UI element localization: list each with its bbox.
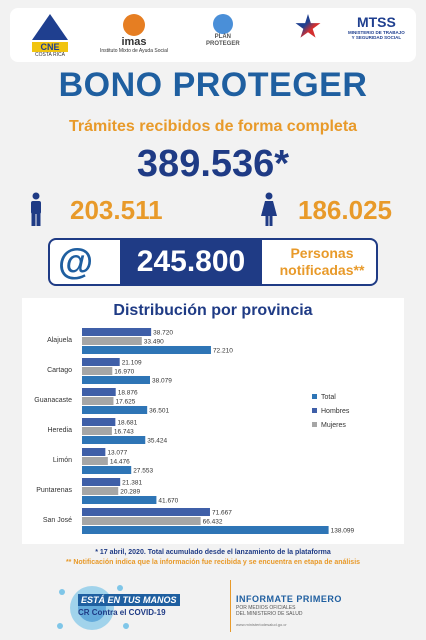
banner-divider <box>230 580 231 632</box>
logo-bar: CNE COSTA RICA imas Instituto Mixto de A… <box>10 8 416 62</box>
plan-logo-line2: PROTEGER <box>206 41 240 47</box>
data-label: 13.077 <box>107 450 127 457</box>
bar-total <box>82 466 132 474</box>
bar-hombres <box>82 388 116 396</box>
bar-hombres <box>82 418 116 426</box>
data-label: 38.720 <box>153 330 173 337</box>
bar-hombres <box>82 478 121 486</box>
plan-logo-line1: PLAN <box>214 34 231 40</box>
data-label: 20.289 <box>120 489 140 496</box>
data-label: 21.381 <box>122 480 142 487</box>
legend-swatch-mujeres <box>312 422 317 427</box>
campaign-title: ESTÁ EN TUS MANOS <box>78 594 180 606</box>
bar-total <box>82 526 329 534</box>
coronavirus-icon <box>57 585 129 630</box>
data-label: 27.553 <box>133 468 153 475</box>
data-label: 17.625 <box>115 399 135 406</box>
data-label: 41.670 <box>158 498 178 505</box>
footnote-notification: ** Notificación indica que la informació… <box>65 559 361 566</box>
bottom-banner: ESTÁ EN TUS MANOS CR Contra el COVID-19 … <box>0 572 426 640</box>
data-label: 72.210 <box>213 348 233 355</box>
category-label: San José <box>43 517 72 524</box>
bar-hombres <box>82 328 152 336</box>
cne-logo-sub: COSTA RICA <box>35 52 65 58</box>
men-count: 203.511 <box>70 195 163 225</box>
bar-total <box>82 346 211 354</box>
data-label: 36.501 <box>149 408 169 415</box>
data-label: 33.490 <box>144 339 164 346</box>
data-label: 66.432 <box>203 519 223 526</box>
bar-hombres <box>82 448 106 456</box>
bar-total <box>82 496 157 504</box>
imas-logo-sub: Instituto Mixto de Ayuda Social <box>100 48 169 54</box>
bar-hombres <box>82 508 210 516</box>
notifications-label-line2: notificadas** <box>279 262 365 278</box>
notifications-count: 245.800 <box>120 240 262 284</box>
mtss-logo-name: MTSS <box>356 14 396 30</box>
bar-mujeres <box>82 457 108 465</box>
legend-swatch-hombres <box>312 408 317 413</box>
category-label: Alajuela <box>47 337 72 344</box>
informate-title: INFORMATE PRIMERO <box>236 594 342 604</box>
at-sign-icon: @ <box>58 241 94 282</box>
man-icon <box>31 192 41 226</box>
bar-hombres <box>82 358 120 366</box>
cne-logo-name: CNE <box>32 42 68 52</box>
data-label: 18.681 <box>117 420 137 427</box>
bar-mujeres <box>82 337 142 345</box>
total-count: 389.536* <box>136 143 290 185</box>
data-label: 21.109 <box>122 360 142 367</box>
category-label: Puntarenas <box>36 487 72 494</box>
imas-logo-name: imas <box>121 36 147 48</box>
page-title: BONO PROTEGER <box>58 66 368 104</box>
legend-label-mujeres: Mujeres <box>321 422 346 429</box>
data-label: 71.667 <box>212 510 232 517</box>
bar-mujeres <box>82 367 113 375</box>
imas-logo: imas Instituto Mixto de Ayuda Social <box>100 14 168 54</box>
category-label: Cartago <box>47 367 72 374</box>
bar-total <box>82 406 148 414</box>
bar-mujeres <box>82 487 119 495</box>
data-label: 18.876 <box>118 390 138 397</box>
legend-label-hombres: Hombres <box>321 408 350 415</box>
page-subtitle: Trámites recibidos de forma completa <box>68 118 358 135</box>
cne-logo: CNE COSTA RICA <box>32 14 68 58</box>
presidencia-logo <box>295 14 321 40</box>
informate-sub-line2: DEL MINISTERIO DE SALUD <box>236 611 303 617</box>
data-label: 38.079 <box>152 378 172 385</box>
bar-total <box>82 376 150 384</box>
bar-mujeres <box>82 517 201 525</box>
data-label: 138.099 <box>331 528 355 535</box>
mtss-logo-sub2: Y SEGURIDAD SOCIAL <box>351 35 402 40</box>
category-label: Heredia <box>47 427 72 434</box>
data-label: 16.743 <box>114 429 134 436</box>
mtss-logo: MTSS MINISTERIO DE TRABAJO Y SEGURIDAD S… <box>348 14 405 40</box>
province-bar-chart: Alajuela 38.720 33.490 72.210 Cartago 21.109 1… <box>34 328 355 535</box>
notifications-label: Personas notificadas** <box>266 245 376 279</box>
legend-label-total: Total <box>321 394 336 401</box>
chart-title: Distribución por provincia <box>113 302 313 319</box>
bar-mujeres <box>82 427 112 435</box>
plan-proteger-logo: PLAN PROTEGER <box>206 14 240 48</box>
data-label: 14.476 <box>110 459 130 466</box>
bar-total <box>82 436 146 444</box>
women-count: 186.025 <box>298 195 392 225</box>
informate-sub: POR MEDIOS OFICIALES DEL MINISTERIO DE S… <box>236 605 336 617</box>
data-label: 35.424 <box>147 438 167 445</box>
legend-swatch-total <box>312 394 317 399</box>
campaign-subtitle: CR Contra el COVID-19 <box>78 608 166 617</box>
bar-mujeres <box>82 397 114 405</box>
data-label: 16.970 <box>114 369 134 376</box>
category-label: Limón <box>53 457 72 464</box>
notifications-box: @ 245.800 Personas notificadas** <box>48 238 378 286</box>
notifications-label-line1: Personas <box>290 245 354 261</box>
woman-icon <box>261 192 277 226</box>
footnote-date: * 17 abril, 2020. Total acumulado desde … <box>95 549 331 556</box>
category-label: Guanacaste <box>34 397 72 404</box>
website-link: www.ministeriodesalud.go.cr <box>236 622 287 627</box>
province-chart: Distribución por provincia Alajuela 38.72… <box>22 298 404 544</box>
mtss-logo-sub1: MINISTERIO DE TRABAJO <box>348 30 405 35</box>
informate-sub-line1: POR MEDIOS OFICIALES <box>236 605 296 611</box>
